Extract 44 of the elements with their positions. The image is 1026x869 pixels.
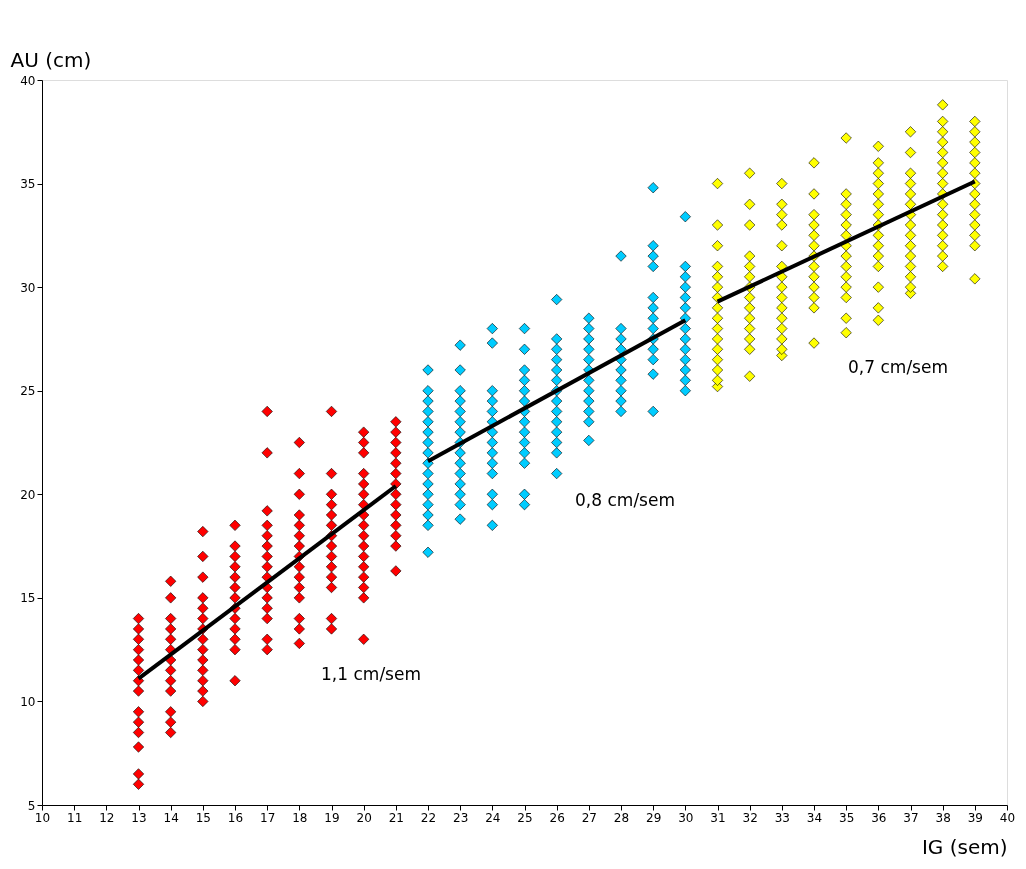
y-axis-title: AU (cm) [10,47,92,72]
x-tick-label: 33 [774,810,790,825]
annotation: 1,1 cm/sem [321,664,421,684]
x-tick-label: 17 [260,810,276,825]
x-tick-label: 28 [613,810,630,825]
y-tick-label: 15 [20,591,36,606]
x-tick-label: 32 [742,810,758,825]
y-tick-label: 25 [20,384,36,399]
annotation: 0,7 cm/sem [848,357,948,377]
x-tick-label: 23 [453,810,469,825]
x-axis-title: IG (sem) [921,834,1008,859]
x-tick-label: 19 [324,810,340,825]
x-tick-label: 26 [549,810,565,825]
y-tick-label: 30 [20,280,36,295]
x-tick-label: 13 [131,810,147,825]
x-tick-label: 15 [195,810,211,825]
x-tick-label: 24 [485,810,501,825]
annotation: 0,8 cm/sem [575,490,675,510]
x-tick-label: 21 [388,810,404,825]
x-tick-label: 37 [903,810,919,825]
y-tick-label: 35 [20,177,36,192]
x-tick-label: 30 [678,810,694,825]
y-tick-label: 20 [20,487,36,502]
x-tick-label: 11 [67,810,83,825]
x-tick-label: 38 [935,810,951,825]
x-tick-label: 16 [227,810,244,825]
x-tick-label: 10 [34,810,51,825]
x-tick-label: 20 [356,810,372,825]
x-tick-label: 14 [163,810,179,825]
x-tick-label: 29 [646,810,662,825]
x-tick-label: 34 [806,810,823,825]
x-tick-label: 22 [420,810,437,825]
x-tick-label: 18 [292,810,308,825]
x-tick-label: 25 [517,810,533,825]
x-tick-label: 27 [581,810,597,825]
x-tick-label: 36 [871,810,887,825]
x-tick-label: 35 [839,810,855,825]
x-tick-label: 39 [967,810,983,825]
x-tick-label: 31 [710,810,726,825]
y-tick-label: 10 [20,694,36,709]
y-tick-label: 40 [20,73,36,88]
y-tick-label: 5 [27,798,36,813]
x-tick-label: 12 [99,810,115,825]
x-tick-label: 40 [999,810,1016,825]
